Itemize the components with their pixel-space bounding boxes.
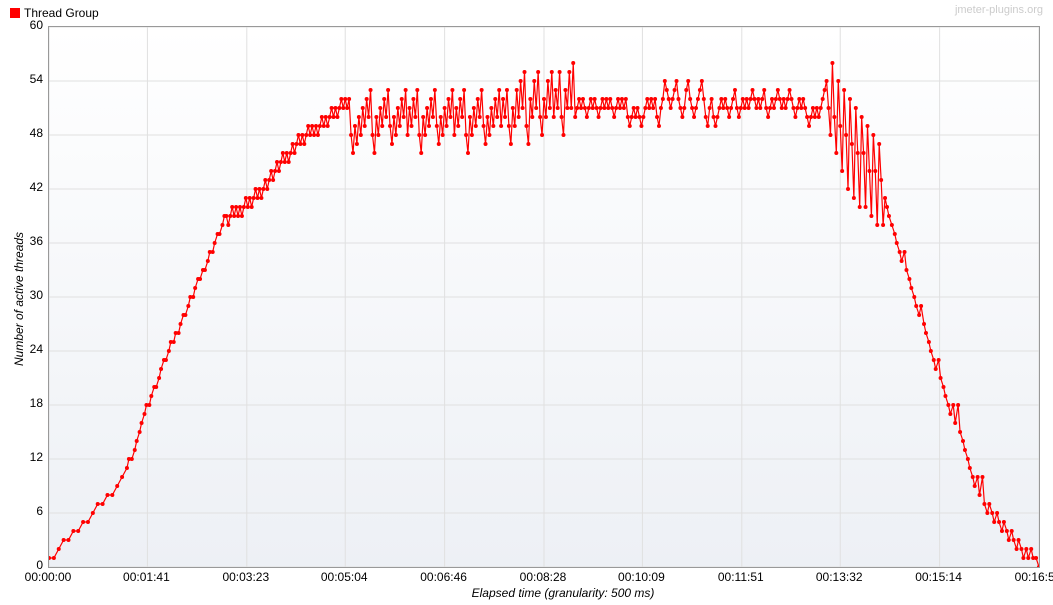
watermark-text: jmeter-plugins.org bbox=[955, 4, 1043, 16]
plot-area bbox=[48, 26, 1040, 568]
y-tick-label: 60 bbox=[13, 18, 43, 32]
x-tick-label: 00:13:32 bbox=[809, 570, 869, 584]
y-tick-label: 24 bbox=[13, 342, 43, 356]
y-tick-label: 48 bbox=[13, 126, 43, 140]
x-tick-label: 00:11:51 bbox=[711, 570, 771, 584]
x-tick-label: 00:05:04 bbox=[314, 570, 374, 584]
x-tick-label: 00:08:28 bbox=[513, 570, 573, 584]
chart-container: Thread Group jmeter-plugins.org Number o… bbox=[0, 0, 1053, 605]
y-tick-label: 18 bbox=[13, 396, 43, 410]
y-tick-label: 36 bbox=[13, 234, 43, 248]
x-axis-label: Elapsed time (granularity: 500 ms) bbox=[433, 586, 693, 600]
y-tick-label: 42 bbox=[13, 180, 43, 194]
y-tick-label: 6 bbox=[13, 504, 43, 518]
x-tick-label: 00:10:09 bbox=[611, 570, 671, 584]
x-tick-label: 00:03:23 bbox=[216, 570, 276, 584]
x-tick-label: 00:06:46 bbox=[414, 570, 474, 584]
y-tick-label: 54 bbox=[13, 72, 43, 86]
x-tick-label: 00:16:56 bbox=[1008, 570, 1053, 584]
x-tick-label: 00:15:14 bbox=[909, 570, 969, 584]
y-tick-label: 30 bbox=[13, 288, 43, 302]
x-tick-label: 00:01:41 bbox=[116, 570, 176, 584]
legend-swatch bbox=[10, 8, 20, 18]
y-tick-label: 12 bbox=[13, 450, 43, 464]
x-tick-label: 00:00:00 bbox=[18, 570, 78, 584]
plot-svg bbox=[49, 27, 1039, 567]
